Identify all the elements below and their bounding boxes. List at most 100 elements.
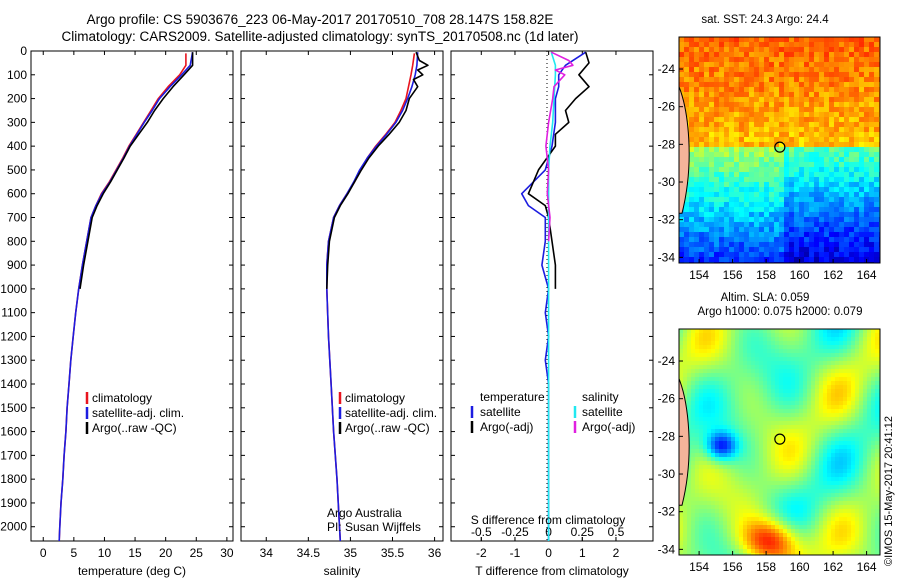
map-cell — [831, 441, 836, 446]
map-cell — [819, 67, 825, 73]
map-cell — [703, 489, 708, 494]
map-cell — [815, 377, 820, 382]
map-cell — [709, 92, 715, 98]
map-cell — [709, 72, 715, 78]
map-cell — [679, 227, 685, 233]
map-cell — [751, 541, 756, 546]
map-cell — [691, 421, 696, 426]
map-cell — [775, 481, 780, 486]
map-cell — [783, 417, 788, 422]
map-cell — [739, 87, 745, 93]
map-cell — [824, 152, 830, 158]
map-cell — [727, 517, 732, 522]
map-cell — [684, 102, 690, 108]
map-cell — [687, 357, 692, 362]
map-cell — [799, 162, 805, 168]
map-cell — [711, 373, 716, 378]
map-cell — [789, 47, 795, 53]
map-cell — [827, 445, 832, 450]
map-cell — [769, 42, 775, 48]
map-cell — [779, 172, 785, 178]
map-cell — [834, 67, 840, 73]
map-cell — [799, 333, 804, 338]
map-cell — [754, 182, 760, 188]
map-cell — [744, 47, 750, 53]
map-cell — [791, 521, 796, 526]
map-cell — [743, 529, 748, 534]
map-cell — [867, 521, 872, 526]
map-cell — [779, 425, 784, 430]
map-cell — [763, 469, 768, 474]
map-cell — [799, 252, 805, 258]
map-cell — [699, 405, 704, 410]
map-cell — [839, 457, 844, 462]
map-cell — [795, 405, 800, 410]
map-cell — [789, 202, 795, 208]
map-cell — [719, 87, 725, 93]
map-cell — [709, 237, 715, 243]
map-cell — [769, 142, 775, 148]
map-cell — [863, 501, 868, 506]
map-cell — [789, 252, 795, 258]
map-cell — [851, 345, 856, 350]
map-cell — [869, 157, 875, 163]
map-cell — [819, 529, 824, 534]
map-cell — [763, 357, 768, 362]
map-cell — [824, 132, 830, 138]
map-cell — [875, 405, 880, 410]
map-cell — [829, 187, 835, 193]
map-cell — [767, 477, 772, 482]
map-cell — [759, 177, 765, 183]
map-cell — [743, 409, 748, 414]
map-cell — [819, 433, 824, 438]
map-cell — [767, 369, 772, 374]
map-cell — [767, 481, 772, 486]
map-cell — [829, 132, 835, 138]
map-cell — [715, 397, 720, 402]
map-cell — [803, 489, 808, 494]
map-cell — [687, 349, 692, 354]
map-cell — [814, 72, 820, 78]
map-cell — [847, 473, 852, 478]
map-cell — [809, 202, 815, 208]
map-cell — [729, 97, 735, 103]
map-cell — [734, 62, 740, 68]
map-cell — [707, 353, 712, 358]
map-cell — [814, 42, 820, 48]
map-cell — [803, 433, 808, 438]
map-cell — [707, 333, 712, 338]
map-cell — [743, 473, 748, 478]
map-cell — [791, 545, 796, 550]
map-cell — [744, 137, 750, 143]
map-cell — [707, 501, 712, 506]
map-cell — [759, 47, 765, 53]
map-cell — [819, 541, 824, 546]
map-cell — [769, 162, 775, 168]
sst-map-title: sat. SST: 24.3 Argo: 24.4 — [701, 14, 829, 26]
map-cell — [734, 77, 740, 83]
map-cell — [751, 493, 756, 498]
map-cell — [767, 337, 772, 342]
map-cell — [699, 373, 704, 378]
map-cell — [759, 147, 765, 153]
map-cell — [871, 361, 876, 366]
map-cell — [729, 217, 735, 223]
map-cell — [795, 493, 800, 498]
map-cell — [774, 122, 780, 128]
map-cell — [819, 545, 824, 550]
map-cell — [759, 222, 765, 228]
axis-ticks: 0100200300400500600700800900100011001200… — [0, 44, 653, 560]
map-cell — [774, 227, 780, 233]
map-cell — [707, 497, 712, 502]
map-cell — [864, 137, 870, 143]
map-cell — [827, 509, 832, 514]
map-cell — [774, 62, 780, 68]
map-cell — [819, 353, 824, 358]
map-cell — [799, 147, 805, 153]
map-cell — [739, 381, 744, 386]
map-cell — [754, 42, 760, 48]
map-cell — [844, 42, 850, 48]
difference-x-tick-label: -1 — [510, 546, 521, 560]
map-cell — [714, 47, 720, 53]
annotation-line1: Argo Australia — [327, 506, 402, 520]
